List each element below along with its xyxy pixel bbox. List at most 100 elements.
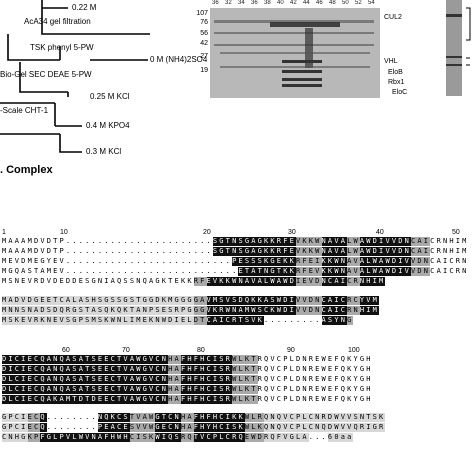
residue-cell: G (200, 306, 207, 315)
residue-cell: Q (40, 395, 47, 404)
purification-flow-lines (0, 0, 150, 153)
residue-cell: . (270, 316, 275, 324)
residue-cell: M (462, 247, 467, 255)
residue-cell: W (225, 306, 233, 315)
residue-cell: A (46, 355, 54, 364)
ruler-number: 30 (288, 229, 296, 236)
eluate-label: 0.3 M KCl (86, 147, 122, 156)
residue-cell: . (91, 257, 96, 265)
residue-cell: V (123, 375, 130, 384)
residue-cell: C (449, 257, 454, 265)
residue-cell: I (174, 316, 181, 325)
residue-cell: M (379, 277, 386, 286)
complex-label: . Complex (0, 164, 53, 176)
residue-cell: N (359, 277, 367, 286)
residue-cell: N (462, 257, 467, 265)
residue-cell: . (212, 267, 218, 275)
residue-cell: L (251, 423, 258, 432)
residue-cell: I (212, 375, 220, 384)
residue-cell: N (238, 277, 245, 286)
residue-cell: A (187, 413, 194, 422)
residue-cell: E (276, 257, 284, 266)
residue-cell: N (353, 306, 360, 315)
residue-cell: V (206, 306, 213, 315)
residue-cell: V (148, 355, 156, 364)
band-label-eloc: EloC (392, 89, 408, 96)
residue-cell: A (129, 365, 137, 374)
residue-cell: E (27, 365, 34, 374)
residue-cell: E (327, 365, 333, 373)
residue-cell: S (155, 306, 162, 315)
residue-cell: M (27, 247, 32, 255)
residue-cell: W (136, 355, 143, 364)
residue-cell: D (315, 277, 322, 286)
mw-marker: 27 (200, 53, 208, 60)
residue-cell: G (142, 296, 149, 305)
residue-cell: V (270, 375, 275, 383)
residue-cell: K (308, 247, 316, 256)
residue-cell: Q (264, 365, 269, 373)
residue-cell: D (2, 365, 9, 374)
residue-cell: W (251, 306, 258, 315)
residue-cell: W (148, 413, 156, 422)
residue-cell: A (379, 257, 386, 266)
residue-cell: L (366, 267, 373, 276)
residue-cell: A (8, 247, 13, 255)
residue-cell: Q (264, 385, 269, 393)
residue-cell: E (123, 423, 130, 432)
residue-cell: . (97, 247, 103, 255)
residue-cell: W (321, 385, 326, 393)
residue-cell: N (302, 355, 307, 363)
residue-cell: K (212, 306, 220, 315)
residue-cell: Y (353, 385, 358, 393)
residue-cell: D (295, 375, 301, 383)
residue-cell: G (359, 365, 365, 373)
residue-cell: N (53, 355, 60, 364)
residue-cell: G (372, 423, 380, 432)
residue-cell: S (232, 296, 239, 305)
residue-cell: S (244, 316, 252, 325)
residue-cell: F (104, 433, 111, 442)
residue-cell: . (219, 257, 224, 265)
residue-cell: A (46, 375, 54, 384)
residue-cell: . (46, 423, 51, 431)
residue-cell: N (155, 316, 162, 325)
residue-cell: G (270, 257, 277, 266)
residue-cell: Q (59, 355, 66, 364)
residue-cell: N (161, 365, 169, 374)
residue-cell: W (321, 355, 326, 363)
residue-cell: K (27, 433, 34, 442)
residue-cell: E (97, 375, 105, 384)
residue-cell: H (200, 355, 207, 364)
residue-cell: C (206, 375, 213, 384)
residue-cell: K (219, 277, 226, 286)
residue-cell: E (315, 355, 320, 363)
residue-cell: . (91, 423, 96, 431)
residue-cell: 6 (327, 433, 335, 442)
residue-cell: R (359, 423, 367, 432)
residue-cell: Q (59, 365, 66, 374)
residue-cell: N (423, 257, 431, 266)
residue-cell: T (366, 413, 373, 422)
residue-cell: L (238, 365, 245, 374)
residue-cell: E (161, 423, 169, 432)
residue-cell: . (123, 237, 128, 245)
residue-cell: F (276, 433, 284, 442)
band-label-elob: EloB (388, 69, 403, 76)
residue-cell: N (270, 423, 277, 432)
residue-cell: Q (340, 395, 345, 403)
residue-cell: T (168, 277, 173, 285)
residue-cell: E (308, 267, 316, 276)
residue-cell: C (206, 355, 213, 364)
residue-cell: P (283, 375, 288, 383)
residue-cell: . (168, 257, 173, 265)
mw-marker: 42 (200, 40, 208, 47)
residue-cell: E (161, 306, 169, 315)
residue-cell: A (200, 296, 207, 305)
residue-cell: A (65, 385, 73, 394)
residue-cell: A (340, 247, 348, 256)
residue-cell: I (21, 365, 28, 374)
residue-cell: L (347, 247, 354, 256)
